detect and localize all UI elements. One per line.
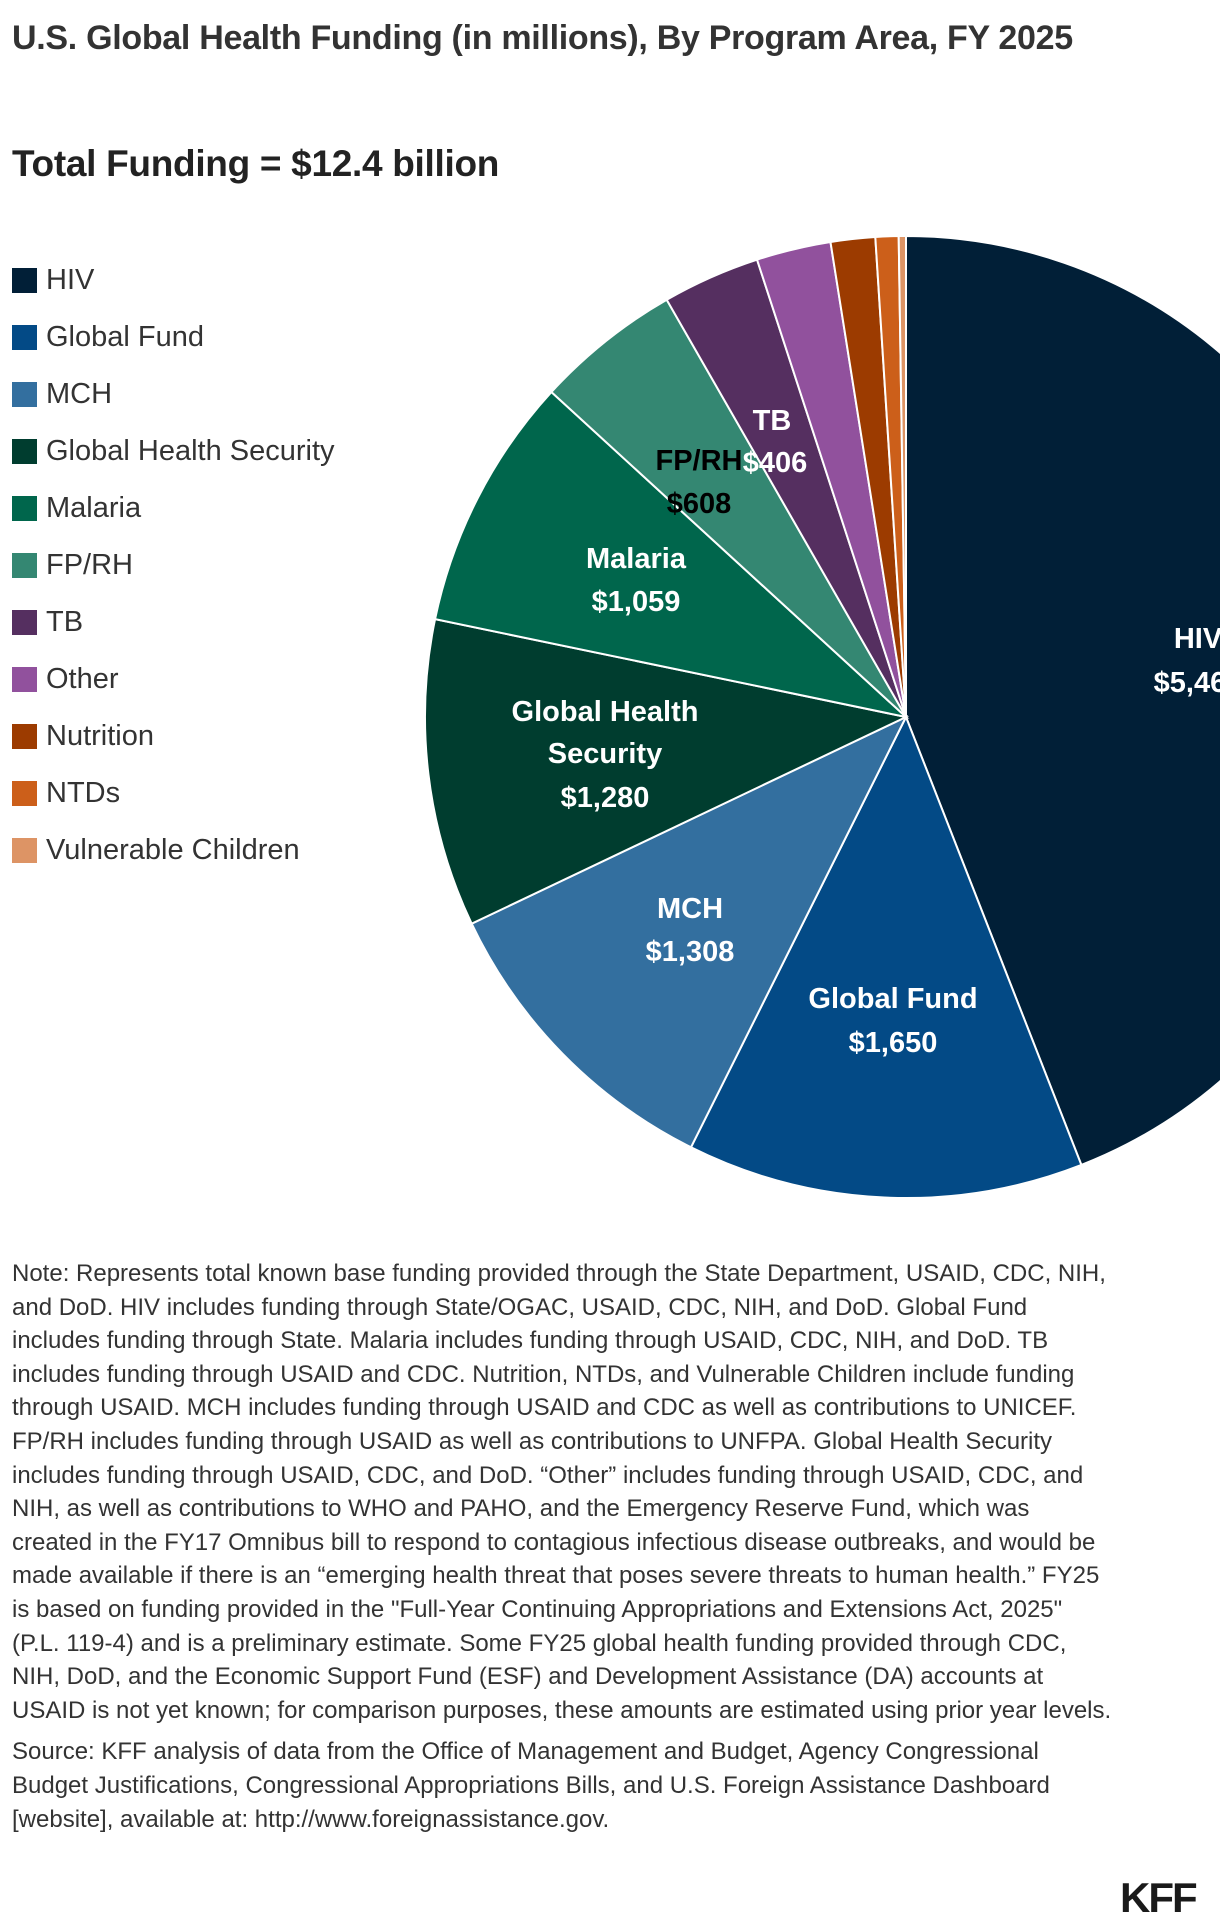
pie-slices: [424, 234, 1220, 1199]
label-hiv-value: $5,460: [1154, 667, 1220, 699]
legend-item: Malaria: [12, 480, 335, 537]
legend-swatch: [12, 268, 37, 293]
pie-slice-malaria: [433, 390, 910, 719]
legend-item: Nutrition: [12, 708, 335, 765]
pie-slice-fp-rh: [549, 298, 907, 718]
legend-item: MCH: [12, 366, 335, 423]
pie-slice-mch: [470, 714, 909, 1149]
legend: HIV Global Fund MCH Global Health Security M…: [12, 252, 335, 879]
legend-label: Nutrition: [46, 720, 154, 752]
legend-swatch: [12, 553, 37, 578]
legend-item: Global Health Security: [12, 423, 335, 480]
legend-label: Other: [46, 663, 119, 695]
label-global-fund-value: $1,650: [849, 1027, 938, 1059]
label-ghs-name-1: Global Health: [512, 696, 699, 728]
pie-slice-vulnerable-children: [897, 234, 907, 718]
label-tb-value: $406: [743, 447, 808, 479]
label-global-fund-name: Global Fund: [808, 983, 977, 1015]
legend-label: Vulnerable Children: [46, 834, 300, 866]
note-text: Note: Represents total known base fundin…: [12, 1260, 1112, 1724]
pie-slice-global-health-security: [424, 617, 910, 926]
chart-subtitle: Total Funding = $12.4 billion: [12, 143, 500, 184]
kff-logo: KFF: [1120, 1874, 1198, 1921]
label-fprh-name: FP/RH: [656, 445, 743, 477]
label-tb-name: TB: [753, 405, 792, 437]
footnotes: Note: Represents total known base fundin…: [12, 1257, 1112, 1844]
pie-slice-hiv: [905, 234, 1220, 1167]
legend-item: TB: [12, 594, 335, 651]
legend-swatch: [12, 724, 37, 749]
source-text: Source: KFF analysis of data from the Of…: [12, 1738, 1050, 1833]
legend-item: Vulnerable Children: [12, 822, 335, 879]
slice-labels: HIV $5,460 Global Fund $1,650 MCH $1,308…: [512, 405, 1220, 1059]
label-malaria-value: $1,059: [592, 586, 681, 618]
label-malaria-name: Malaria: [586, 543, 687, 575]
legend-swatch: [12, 667, 37, 692]
label-mch-value: $1,308: [646, 936, 735, 968]
label-fprh-value: $608: [667, 488, 732, 520]
pie-slice-global-fund: [689, 714, 1083, 1199]
legend-swatch: [12, 325, 37, 350]
legend-item: FP/RH: [12, 537, 335, 594]
legend-item: HIV: [12, 252, 335, 309]
label-ghs-name-2: Security: [548, 738, 662, 770]
pie-chart: HIV $5,460 Global Fund $1,650 MCH $1,308…: [424, 234, 1220, 1199]
legend-label: FP/RH: [46, 549, 133, 581]
legend-label: TB: [46, 606, 84, 638]
legend-swatch: [12, 382, 37, 407]
label-hiv-name: HIV: [1174, 623, 1220, 655]
legend-item: Other: [12, 651, 335, 708]
legend-swatch: [12, 439, 37, 464]
legend-swatch: [12, 781, 37, 806]
legend-label: NTDs: [46, 777, 121, 809]
legend-swatch: [12, 496, 37, 521]
legend-item: NTDs: [12, 765, 335, 822]
legend-label: Global Fund: [46, 321, 204, 353]
label-ghs-value: $1,280: [561, 782, 650, 814]
legend-swatch: [12, 838, 37, 863]
legend-label: MCH: [46, 378, 113, 410]
legend-label: Global Health Security: [46, 435, 335, 467]
label-mch-name: MCH: [657, 893, 723, 925]
legend-label: HIV: [46, 264, 95, 296]
legend-swatch: [12, 610, 37, 635]
chart-title: U.S. Global Health Funding (in millions)…: [12, 19, 1073, 57]
legend-item: Global Fund: [12, 309, 335, 366]
legend-label: Malaria: [46, 492, 142, 524]
